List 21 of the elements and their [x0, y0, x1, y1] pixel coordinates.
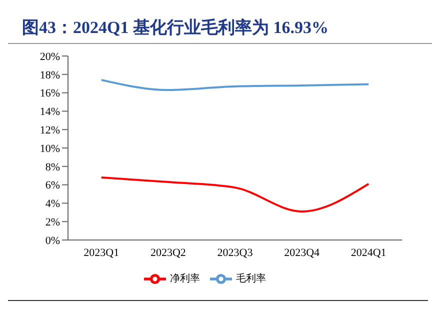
- y-tick-label: 14%: [40, 106, 60, 118]
- x-tick-label: 2023Q1: [84, 246, 120, 259]
- x-tick-label: 2023Q2: [150, 246, 186, 259]
- y-tick-label: 6%: [45, 180, 60, 192]
- legend-label: 毛利率: [236, 274, 266, 285]
- y-tick-label: 8%: [45, 161, 60, 174]
- chart-title: 图43：2024Q1 基化行业毛利率为 16.93%: [8, 8, 432, 44]
- y-tick-label: 10%: [40, 142, 60, 155]
- y-tick-label: 20%: [40, 50, 60, 63]
- y-tick-label: 4%: [45, 198, 60, 210]
- y-tick-label: 2%: [45, 216, 60, 229]
- x-tick-label: 2023Q4: [284, 246, 320, 259]
- line-series: [100, 176, 370, 212]
- x-tick-label: 2024Q1: [350, 246, 386, 259]
- y-tick-label: 12%: [40, 124, 60, 137]
- y-tick-label: 0%: [45, 234, 60, 247]
- legend-label: 净利率: [170, 274, 200, 285]
- line-series: [100, 78, 370, 92]
- x-tick-label: 2023Q3: [217, 246, 254, 259]
- y-tick-label: 18%: [40, 69, 60, 82]
- y-tick-label: 16%: [40, 88, 60, 100]
